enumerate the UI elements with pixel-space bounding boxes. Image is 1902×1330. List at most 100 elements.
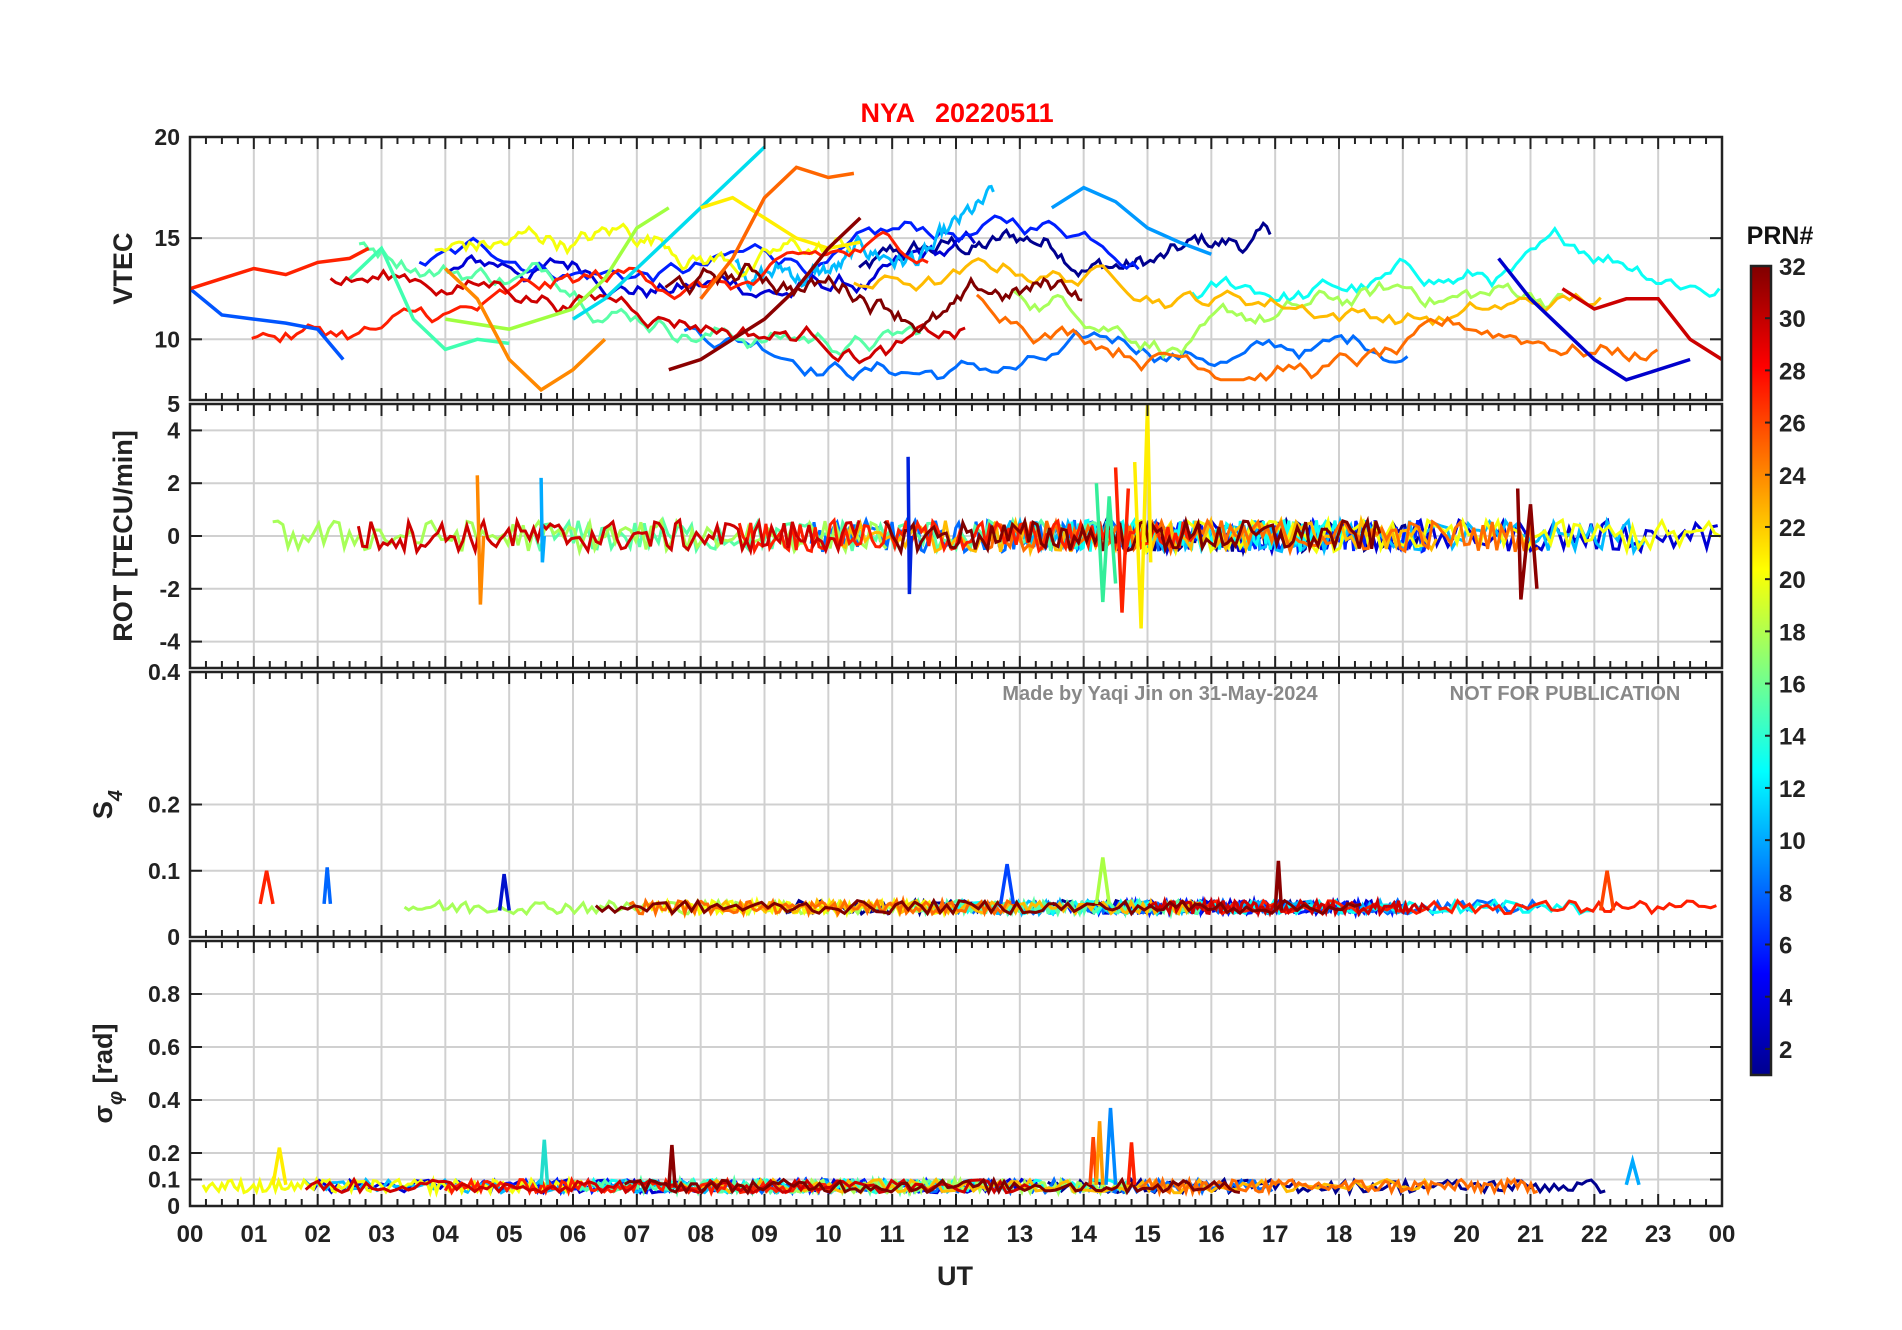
title-date: 20220511 bbox=[935, 98, 1054, 128]
series-line-prn-32 bbox=[1515, 488, 1539, 600]
y-tick-label: 0.2 bbox=[148, 792, 180, 818]
series-line-prn-28 bbox=[190, 246, 370, 291]
background-trace bbox=[1190, 226, 1721, 303]
y-tick-label: 20 bbox=[154, 124, 180, 150]
y-tick-label: 0.1 bbox=[148, 1167, 180, 1193]
colorbar-tick-label: 24 bbox=[1779, 463, 1806, 490]
background-trace bbox=[418, 214, 1140, 284]
x-tick-label: 03 bbox=[368, 1221, 395, 1248]
x-axis: 00 01 02 03 04 05 06 07 08 09 10 11 12 13 14 15 16 17 18 19… bbox=[177, 1221, 1736, 1248]
y-tick-label: 0 bbox=[167, 1193, 180, 1219]
y-tick-label: 0 bbox=[167, 523, 180, 549]
background-trace bbox=[883, 515, 1382, 557]
x-tick-label: 13 bbox=[1006, 1221, 1033, 1248]
background-trace bbox=[434, 222, 855, 278]
series-line-prn-28 bbox=[1113, 467, 1131, 613]
background-trace bbox=[1010, 280, 1563, 360]
colorbar-tick-label: 10 bbox=[1779, 828, 1806, 855]
series-line-prn-28 bbox=[258, 870, 275, 905]
x-tick-label: 00 bbox=[177, 1221, 204, 1248]
series-line-prn-13 bbox=[572, 145, 766, 321]
background-trace bbox=[251, 230, 929, 344]
y-label-subscript: φ bbox=[105, 1091, 127, 1105]
background-trace bbox=[623, 1176, 1241, 1197]
y-label-main: σ bbox=[88, 1105, 118, 1123]
colorbar-tick-label: 2 bbox=[1779, 1037, 1792, 1064]
background-trace bbox=[853, 257, 1602, 327]
x-tick-label: 21 bbox=[1517, 1221, 1544, 1248]
y-axis-label-s4: S4 bbox=[88, 790, 127, 819]
panel-plot-area bbox=[190, 145, 1722, 393]
series-line-prn-25 bbox=[699, 165, 855, 300]
y-tick-label: 0.8 bbox=[148, 981, 180, 1007]
series-line-prn-20 bbox=[1132, 404, 1153, 629]
x-tick-label: 02 bbox=[304, 1221, 331, 1248]
series-line-prn-14 bbox=[539, 1139, 550, 1185]
x-tick-label: 15 bbox=[1134, 1221, 1161, 1248]
panel-rot: -4 -2 0 2 45 ROT [TECU/min] bbox=[108, 391, 1724, 670]
x-tick-label: 07 bbox=[623, 1221, 650, 1248]
y-tick-label: 0.4 bbox=[148, 1087, 180, 1113]
background-trace bbox=[1139, 1175, 1538, 1198]
x-tick-label: 19 bbox=[1389, 1221, 1416, 1248]
x-tick-label: 00 bbox=[1709, 1221, 1736, 1248]
colorbar-tick-label: 22 bbox=[1779, 515, 1806, 542]
y-tick-label-top: 0.4 bbox=[148, 659, 180, 685]
colorbar-tick-label: 4 bbox=[1779, 985, 1793, 1012]
panel-vtec: 10 15 20 VTEC bbox=[108, 124, 1724, 402]
background-trace bbox=[734, 184, 995, 293]
x-tick-label: 22 bbox=[1581, 1221, 1608, 1248]
series-line-prn-7 bbox=[190, 287, 345, 361]
x-tick-label: 18 bbox=[1326, 1221, 1353, 1248]
y-tick-label: 0 bbox=[167, 924, 180, 950]
colorbar-title: PRN# bbox=[1747, 222, 1814, 250]
colorbar-tick-label: 20 bbox=[1779, 567, 1806, 594]
x-tick-label: 04 bbox=[432, 1221, 459, 1248]
series-line-prn-5 bbox=[497, 873, 511, 911]
colorbar-tick-label: 14 bbox=[1779, 724, 1806, 751]
y-tick-label: 2 bbox=[167, 470, 180, 496]
y-label-subscript: 4 bbox=[105, 790, 127, 802]
series-line-prn-21 bbox=[700, 195, 861, 251]
x-tick-label: 08 bbox=[687, 1221, 714, 1248]
panel-plot-area bbox=[201, 1107, 1641, 1198]
series-line-prn-26 bbox=[1088, 1136, 1099, 1185]
background-trace bbox=[356, 516, 861, 557]
x-axis-label: UT bbox=[937, 1261, 973, 1291]
background-trace bbox=[683, 326, 1409, 382]
panel-sigma_phi: 00.10.2 0.4 0.6 0.8 σφ [rad] bbox=[88, 939, 1724, 1219]
colorbar-tick-label: 6 bbox=[1779, 933, 1792, 960]
series-line-prn-18 bbox=[445, 206, 670, 331]
title-station: NYA bbox=[860, 98, 915, 128]
series-line-prn-23 bbox=[1094, 1121, 1105, 1185]
y-label-unit: [rad] bbox=[88, 1023, 118, 1091]
x-tick-label: 14 bbox=[1070, 1221, 1097, 1248]
colorbar-bar bbox=[1749, 264, 1773, 1077]
background-trace bbox=[201, 1174, 584, 1198]
x-tick-label: 20 bbox=[1453, 1221, 1480, 1248]
background-trace bbox=[664, 262, 1083, 334]
y-tick-label: 0.1 bbox=[148, 858, 180, 884]
y-tick-label: -2 bbox=[160, 576, 180, 602]
series-line-prn-24 bbox=[444, 267, 607, 393]
series-line-prn-6 bbox=[906, 456, 914, 595]
colorbar-tick-label: 30 bbox=[1779, 306, 1806, 333]
y-tick-label: 10 bbox=[154, 326, 180, 352]
background-trace bbox=[594, 897, 1362, 917]
series-line-prn-7 bbox=[998, 863, 1016, 905]
series-line-prn-16 bbox=[1094, 483, 1118, 603]
y-label-main: S bbox=[88, 801, 118, 819]
colorbar-tick-label: 16 bbox=[1779, 672, 1806, 699]
background-trace bbox=[975, 293, 1659, 382]
series-line-prn-11 bbox=[539, 477, 547, 563]
x-tick-label: 05 bbox=[496, 1221, 523, 1248]
y-axis-label-vtec: VTEC bbox=[108, 232, 138, 304]
series-line-prn-15 bbox=[348, 245, 510, 352]
series-line-prn-32 bbox=[668, 216, 862, 372]
watermark-author: Made by Yaqi Jin on 31-May-2024 bbox=[1002, 683, 1318, 705]
series-line-prn-3 bbox=[1497, 257, 1691, 382]
x-tick-label: 23 bbox=[1645, 1221, 1672, 1248]
y-axis-label-sigma_phi: σφ [rad] bbox=[88, 1023, 127, 1123]
